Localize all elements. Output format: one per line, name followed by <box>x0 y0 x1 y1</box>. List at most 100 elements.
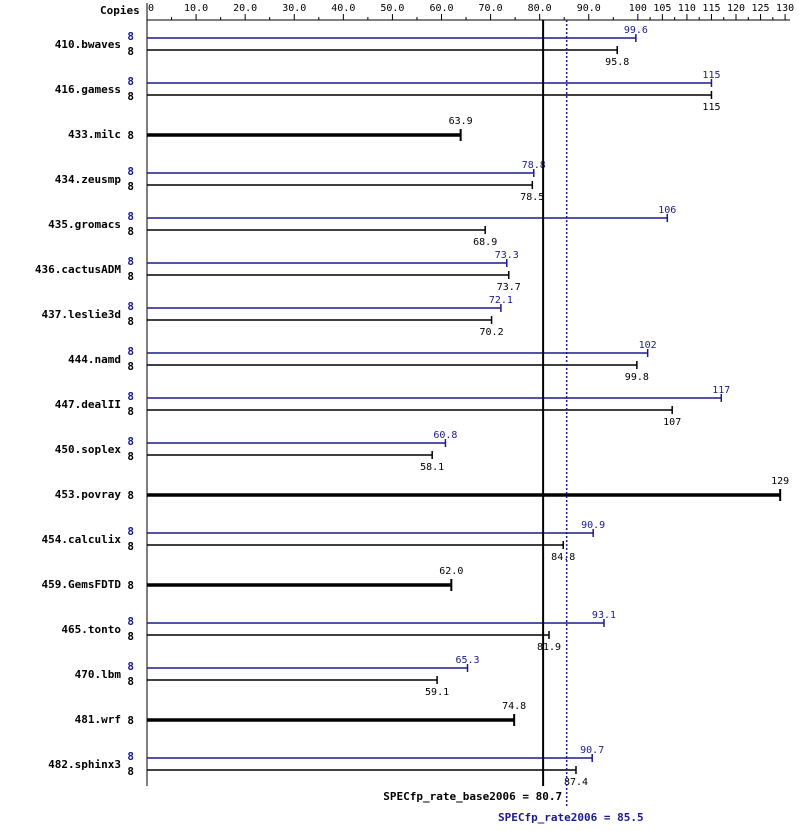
peak-value-label: 117 <box>712 385 730 396</box>
benchmark-row: 453.povray 8 129 <box>55 476 789 502</box>
x-tick-label: 90.0 <box>577 3 601 14</box>
base-value-label: 81.9 <box>537 642 561 653</box>
base-value-label: 84.8 <box>551 552 575 563</box>
base-copies-value: 8 <box>127 675 134 688</box>
base-value-label: 107 <box>663 417 681 428</box>
peak-copies-value: 8 <box>127 165 134 178</box>
benchmark-name: 454.calculix <box>42 533 122 546</box>
x-tick-label: 80.0 <box>528 3 552 14</box>
benchmark-row: 444.namd 8 102 8 99.8 <box>68 340 657 383</box>
peak-copies-value: 8 <box>127 435 134 448</box>
benchmark-name: 465.tonto <box>61 623 121 636</box>
base-value-label: 95.8 <box>605 57 629 68</box>
x-tick-label: 130 <box>776 3 794 14</box>
x-tick-label: 115 <box>702 3 720 14</box>
base-value-label: 87.4 <box>564 777 588 788</box>
benchmark-row: 450.soplex 8 60.8 8 58.1 <box>55 430 458 473</box>
peak-value-label: 106 <box>658 205 676 216</box>
benchmark-name: 459.GemsFDTD <box>42 578 122 591</box>
benchmark-name: 470.lbm <box>75 668 122 681</box>
benchmark-name: 436.cactusADM <box>35 263 121 276</box>
base-value-label: 78.5 <box>520 192 544 203</box>
copies-header: Copies <box>100 4 140 17</box>
x-tick-label: 125 <box>752 3 770 14</box>
x-tick-label: 60.0 <box>429 3 453 14</box>
base-copies-value: 8 <box>127 540 134 553</box>
base-copies-value: 8 <box>127 630 134 643</box>
peak-copies-value: 8 <box>127 300 134 313</box>
benchmark-name: 447.dealII <box>55 398 121 411</box>
benchmark-row: 416.gamess 8 115 8 115 <box>55 70 721 113</box>
mean-lines: SPECfp_rate_base2006 = 80.7 SPECfp_rate20… <box>383 20 644 824</box>
benchmark-name: 416.gamess <box>55 83 121 96</box>
base-value-label: 68.9 <box>473 237 497 248</box>
copies-value: 8 <box>127 579 134 592</box>
peak-copies-value: 8 <box>127 255 134 268</box>
peak-value-label: 93.1 <box>592 610 616 621</box>
benchmark-name: 450.soplex <box>55 443 122 456</box>
benchmark-row: 482.sphinx3 8 90.7 8 87.4 <box>48 745 604 788</box>
base-copies-value: 8 <box>127 360 134 373</box>
peak-copies-value: 8 <box>127 525 134 538</box>
peak-value-label: 99.6 <box>624 25 648 36</box>
base-value-label: 115 <box>702 102 720 113</box>
benchmark-row: 465.tonto 8 93.1 8 81.9 <box>61 610 616 653</box>
benchmark-name: 433.milc <box>68 128 121 141</box>
peak-value-label: 65.3 <box>455 655 479 666</box>
peak-value-label: 60.8 <box>433 430 457 441</box>
base-value-label: 73.7 <box>497 282 521 293</box>
peak-copies-value: 8 <box>127 75 134 88</box>
peak-copies-value: 8 <box>127 390 134 403</box>
base-mean-label: SPECfp_rate_base2006 = 80.7 <box>383 790 562 803</box>
copies-value: 8 <box>127 489 134 502</box>
benchmark-name: 434.zeusmp <box>55 173 122 186</box>
benchmark-name: 453.povray <box>55 488 122 501</box>
peak-value-label: 115 <box>702 70 720 81</box>
base-value-label: 58.1 <box>420 462 444 473</box>
base-value-label: 62.0 <box>439 566 463 577</box>
benchmark-name: 435.gromacs <box>48 218 121 231</box>
base-value-label: 129 <box>771 476 789 487</box>
base-copies-value: 8 <box>127 225 134 238</box>
x-tick-label: 105 <box>653 3 671 14</box>
x-tick-label: 50.0 <box>380 3 404 14</box>
x-tick-label: 100 <box>629 3 647 14</box>
benchmark-row: 437.leslie3d 8 72.1 8 70.2 <box>42 295 513 338</box>
base-copies-value: 8 <box>127 90 134 103</box>
benchmark-row: 454.calculix 8 90.9 8 84.8 <box>42 520 606 563</box>
peak-copies-value: 8 <box>127 210 134 223</box>
benchmark-name: 481.wrf <box>75 713 121 726</box>
base-copies-value: 8 <box>127 405 134 418</box>
base-copies-value: 8 <box>127 450 134 463</box>
x-tick-label: 40.0 <box>331 3 355 14</box>
base-value-label: 63.9 <box>449 116 473 127</box>
benchmark-row: 434.zeusmp 8 78.8 8 78.5 <box>55 160 546 203</box>
peak-value-label: 90.7 <box>580 745 604 756</box>
benchmark-name: 410.bwaves <box>55 38 121 51</box>
benchmark-rows: 410.bwaves 8 99.6 8 95.8 416.gamess 8 115 8 115 43… <box>35 25 789 788</box>
x-tick-label: 0 <box>148 3 154 14</box>
peak-value-label: 73.3 <box>495 250 519 261</box>
peak-copies-value: 8 <box>127 750 134 763</box>
benchmark-name: 482.sphinx3 <box>48 758 121 771</box>
peak-mean-label: SPECfp_rate2006 = 85.5 <box>498 811 644 824</box>
base-copies-value: 8 <box>127 45 134 58</box>
peak-copies-value: 8 <box>127 615 134 628</box>
base-value-label: 59.1 <box>425 687 449 698</box>
peak-value-label: 78.8 <box>522 160 546 171</box>
benchmark-row: 410.bwaves 8 99.6 8 95.8 <box>55 25 648 68</box>
peak-copies-value: 8 <box>127 345 134 358</box>
benchmark-row: 436.cactusADM 8 73.3 8 73.7 <box>35 250 521 293</box>
base-value-label: 74.8 <box>502 701 526 712</box>
base-copies-value: 8 <box>127 270 134 283</box>
x-tick-label: 120 <box>727 3 745 14</box>
benchmark-row: 470.lbm 8 65.3 8 59.1 <box>75 655 480 698</box>
x-tick-label: 10.0 <box>184 3 208 14</box>
benchmark-name: 444.namd <box>68 353 121 366</box>
base-copies-value: 8 <box>127 180 134 193</box>
base-value-label: 99.8 <box>625 372 649 383</box>
peak-copies-value: 8 <box>127 660 134 673</box>
benchmark-name: 437.leslie3d <box>42 308 121 321</box>
base-value-label: 70.2 <box>480 327 504 338</box>
